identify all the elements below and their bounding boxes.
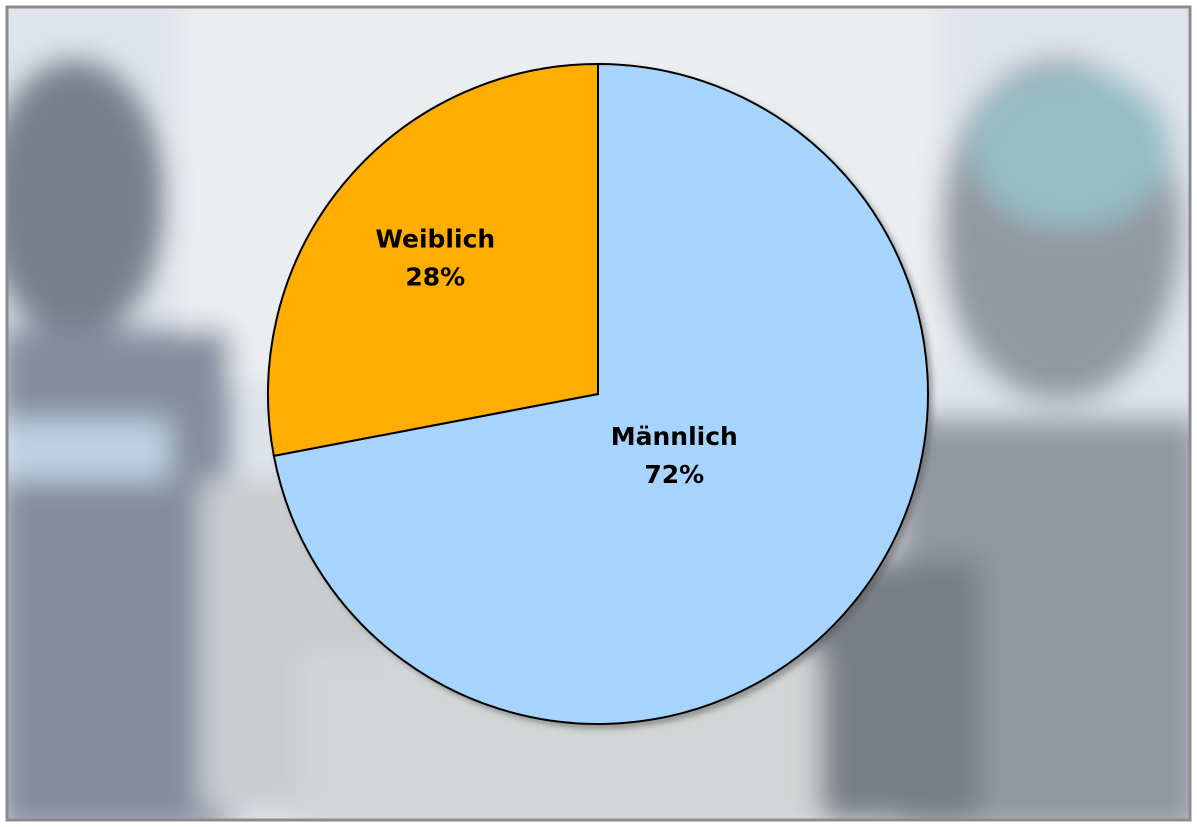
slice-category-label: Weiblich bbox=[375, 224, 495, 253]
slice-category-label: Männlich bbox=[611, 422, 738, 451]
pie-slice bbox=[267, 62, 599, 458]
slice-value-label: 28% bbox=[405, 262, 465, 291]
pie-slice bbox=[272, 62, 929, 725]
pie bbox=[267, 62, 929, 725]
slice-value-label: 72% bbox=[644, 460, 704, 489]
frame-border bbox=[5, 5, 1192, 822]
